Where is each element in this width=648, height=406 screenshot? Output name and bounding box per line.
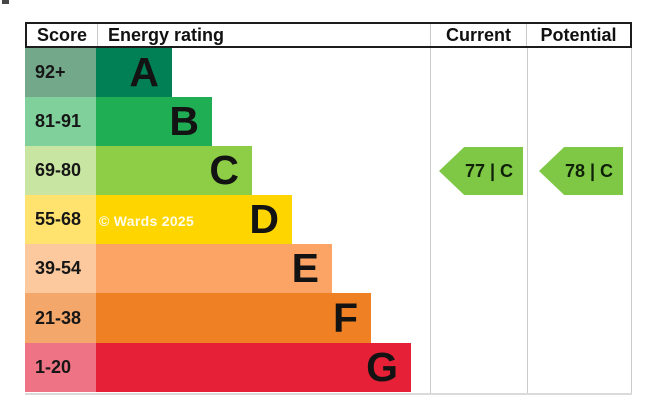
band-letter: E — [291, 245, 319, 291]
band-score-cell: 55-68 — [25, 195, 96, 244]
band-row-g: 1-20 G — [25, 343, 632, 392]
band-letter: A — [129, 49, 159, 95]
band-score-label: 39-54 — [35, 258, 82, 278]
band-score-cell: 21-38 — [25, 293, 96, 343]
band-score-cell: 1-20 — [25, 343, 96, 392]
copyright-watermark: © Wards 2025 — [99, 213, 195, 229]
table-bottom-divider — [25, 393, 632, 395]
band-score-label: 55-68 — [35, 209, 82, 229]
band-bar: F — [96, 293, 371, 343]
band-bar: C — [96, 146, 252, 195]
band-bar: A — [96, 48, 172, 97]
band-score-cell: 81-91 — [25, 97, 96, 146]
potential-column-left-divider — [527, 48, 528, 394]
header-energy-rating: Energy rating — [97, 24, 430, 46]
header-current: Current — [430, 24, 526, 46]
band-letter: G — [366, 344, 398, 390]
band-row-e: 39-54 E — [25, 244, 632, 293]
band-score-cell: 39-54 — [25, 244, 96, 293]
band-row-f: 21-38 F — [25, 293, 632, 343]
band-score-label: 81-91 — [35, 111, 82, 131]
band-score-label: 1-20 — [35, 357, 72, 377]
chart-header-row: Score Energy rating Current Potential — [25, 22, 632, 48]
band-letter: B — [169, 98, 199, 144]
band-letter: C — [209, 147, 239, 193]
band-rows: 92+ A 81-91 B 69-80 C 55-68 — [25, 48, 632, 392]
potential-rating-label: 78 | C — [564, 160, 614, 181]
band-bar: D — [96, 195, 292, 244]
band-score-cell: 69-80 — [25, 146, 96, 195]
band-score-cell: 92+ — [25, 48, 96, 97]
band-row-b: 81-91 B — [25, 97, 632, 146]
table-right-divider — [631, 48, 632, 394]
header-potential: Potential — [526, 24, 630, 46]
current-column-left-divider — [430, 48, 431, 394]
band-bar: E — [96, 244, 332, 293]
band-letter: F — [332, 294, 358, 341]
header-score: Score — [36, 24, 88, 45]
band-bar: B — [96, 97, 212, 146]
band-row-d: 55-68 D — [25, 195, 632, 244]
band-score-label: 21-38 — [35, 307, 82, 328]
band-row-c: 69-80 C — [25, 146, 632, 195]
band-row-a: 92+ A — [25, 48, 632, 97]
band-score-label: 92+ — [35, 62, 66, 82]
corner-artifact — [2, 0, 9, 4]
current-rating-label: 77 | C — [464, 160, 514, 181]
band-letter: D — [249, 196, 279, 242]
band-score-label: 69-80 — [35, 160, 82, 180]
band-bar: G — [96, 343, 411, 392]
